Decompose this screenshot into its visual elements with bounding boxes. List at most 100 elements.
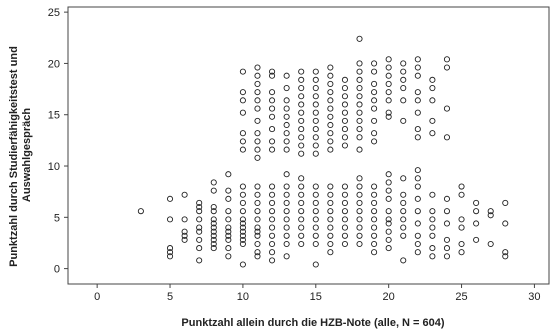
data-point	[327, 80, 334, 87]
y-axis-label-line-1: Punktzahl durch Studierfähigkeitstest un…	[8, 46, 20, 267]
data-point	[239, 191, 246, 198]
data-point	[166, 245, 174, 252]
data-point	[239, 224, 246, 231]
data-point	[298, 224, 305, 231]
data-point	[371, 60, 378, 67]
data-point	[341, 93, 348, 100]
data-point	[502, 220, 509, 227]
data-point	[166, 216, 174, 223]
data-point	[385, 56, 392, 63]
data-point	[356, 216, 363, 223]
data-point	[225, 232, 232, 239]
data-point	[181, 216, 188, 223]
data-point	[371, 191, 378, 198]
data-point	[298, 199, 305, 207]
data-point	[443, 105, 451, 112]
data-point	[312, 199, 319, 207]
data-point	[312, 224, 319, 231]
data-point	[356, 84, 363, 92]
y-tick-label: 10	[48, 161, 60, 173]
data-point	[443, 208, 451, 215]
data-point	[487, 212, 494, 219]
data-point	[239, 240, 246, 248]
data-point	[429, 208, 436, 215]
data-point	[327, 232, 334, 239]
data-point	[400, 76, 407, 83]
data-point	[473, 199, 480, 207]
data-point	[283, 232, 290, 239]
data-point	[371, 138, 378, 145]
data-point	[414, 97, 421, 104]
data-point	[341, 191, 348, 198]
data-point	[414, 220, 421, 227]
x-tick-label: 20	[383, 291, 395, 303]
data-point	[254, 253, 261, 260]
data-point	[239, 228, 246, 235]
data-point	[239, 89, 246, 96]
data-point	[356, 117, 363, 124]
data-point	[429, 216, 436, 223]
data-point	[298, 240, 305, 248]
data-point	[443, 220, 451, 227]
data-point	[239, 109, 246, 116]
data-point	[414, 167, 421, 174]
data-point	[254, 105, 261, 112]
data-point	[225, 216, 232, 223]
data-point	[210, 228, 217, 235]
data-point	[312, 150, 319, 157]
data-point	[327, 249, 334, 256]
data-point	[254, 228, 261, 235]
data-point	[283, 171, 290, 178]
data-point	[269, 191, 276, 198]
data-point	[239, 130, 246, 137]
data-point	[414, 195, 421, 202]
data-point	[341, 101, 348, 108]
data-point	[443, 195, 451, 202]
data-point	[371, 216, 378, 223]
data-point	[400, 232, 407, 239]
data-point	[371, 97, 378, 104]
data-point	[327, 216, 334, 223]
data-point	[385, 171, 392, 178]
data-point	[239, 97, 246, 104]
data-point	[298, 109, 305, 116]
data-point	[327, 130, 334, 137]
data-point	[283, 240, 290, 248]
data-point	[269, 232, 276, 239]
data-point	[283, 216, 290, 223]
data-point	[371, 183, 378, 190]
data-point	[341, 240, 348, 248]
plot-area	[67, 6, 550, 285]
data-point	[327, 183, 334, 190]
data-point	[254, 138, 261, 145]
data-point	[298, 232, 305, 239]
data-point	[371, 224, 378, 231]
data-point	[269, 183, 276, 190]
data-point	[254, 249, 261, 256]
data-point	[196, 257, 203, 264]
data-point	[429, 224, 436, 231]
data-point	[371, 240, 378, 248]
data-point	[458, 240, 465, 248]
data-point	[312, 84, 319, 92]
y-tick-label: 25	[48, 7, 60, 19]
data-point	[327, 105, 334, 112]
data-point	[254, 232, 261, 239]
data-point	[312, 101, 319, 108]
data-point	[385, 228, 392, 235]
data-point	[473, 236, 480, 243]
data-point	[312, 183, 319, 190]
data-point	[283, 113, 290, 120]
data-point	[414, 134, 421, 141]
data-point	[443, 134, 451, 141]
data-point	[356, 224, 363, 231]
data-point	[283, 146, 290, 153]
data-point	[400, 84, 407, 92]
data-point	[385, 187, 392, 194]
data-points	[137, 35, 509, 268]
data-point	[385, 109, 392, 116]
data-point	[283, 72, 290, 79]
data-point	[196, 199, 203, 207]
data-point	[298, 216, 305, 223]
data-point	[239, 183, 246, 190]
